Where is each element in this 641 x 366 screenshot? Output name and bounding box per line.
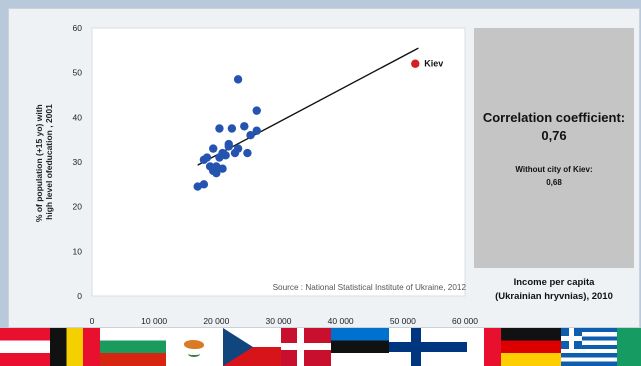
- region-point: [252, 106, 261, 115]
- region-point: [215, 124, 224, 133]
- olive-branch-shape: [188, 351, 200, 357]
- x-tick-label: 30 000: [266, 316, 292, 326]
- x-tick-label: 0: [90, 316, 95, 326]
- bulgaria-flag: [100, 328, 166, 366]
- y-axis-ticks: 0 10 20 30 40 50 60: [73, 23, 83, 301]
- data-points: [193, 75, 261, 191]
- correlation-panel: Correlation coefficient: 0,76 Without ci…: [474, 28, 634, 268]
- region-point: [240, 122, 249, 131]
- kiev-excluded-value: 0,68: [546, 178, 562, 187]
- ireland-flag: [617, 328, 641, 366]
- region-point: [212, 168, 221, 178]
- czech-triangle: [223, 328, 253, 366]
- x-tick-label: 60 000: [452, 316, 478, 326]
- denmark-cross-horizontal: [281, 343, 331, 350]
- x-tick-label: 10 000: [141, 316, 167, 326]
- y-tick-label: 40: [73, 112, 83, 122]
- greece-canton: [561, 328, 582, 349]
- trend-line-layer: [197, 47, 419, 166]
- x-tick-label: 40 000: [328, 316, 354, 326]
- y-tick-label: 50: [73, 68, 83, 78]
- kiev-label: Kiev: [424, 59, 443, 69]
- cyprus-map-shape: [184, 340, 204, 349]
- x-axis-caption: Income per capita (Ukrainian hryvnias), …: [474, 276, 634, 304]
- correlation-title: Correlation coefficient:: [482, 110, 626, 125]
- germany-flag: [501, 328, 561, 366]
- region-point: [246, 131, 255, 140]
- eu-flags-strip: [0, 328, 641, 366]
- region-point: [243, 148, 252, 158]
- austria-flag: [0, 328, 50, 366]
- correlation-value: 0,76: [541, 128, 567, 143]
- region-point: [252, 126, 261, 135]
- x-axis-caption-line2: (Ukrainian hryvnias), 2010: [495, 291, 613, 302]
- estonia-flag: [331, 328, 389, 366]
- cyprus-flag: [166, 328, 223, 366]
- belgium-flag: [50, 328, 100, 366]
- region-point: [224, 139, 233, 149]
- chart-source-note: Source : National Statistical Institute …: [273, 283, 467, 292]
- greece-flag: [561, 328, 617, 366]
- x-tick-label: 50 000: [390, 316, 416, 326]
- region-point: [209, 144, 218, 153]
- region-point: [233, 144, 243, 153]
- y-tick-label: 60: [73, 23, 83, 33]
- kiev-excluded-label: Without city of Kiev:: [515, 165, 593, 174]
- y-tick-label: 0: [77, 291, 82, 301]
- trend-line: [197, 47, 419, 166]
- finland-cross-horizontal: [389, 342, 467, 352]
- finland-flag: [389, 328, 467, 366]
- region-point: [233, 75, 243, 84]
- region-point: [221, 151, 230, 160]
- czech-republic-flag: [223, 328, 281, 366]
- x-tick-label: 20 000: [203, 316, 229, 326]
- y-tick-label: 30: [73, 157, 83, 167]
- denmark-flag: [281, 328, 331, 366]
- kiev-highlight: Kiev: [411, 59, 443, 69]
- region-point: [199, 180, 209, 189]
- greece-cross-horizontal: [561, 336, 582, 341]
- plot-area: [91, 27, 466, 297]
- france-flag: [467, 328, 501, 366]
- plot-background: [91, 27, 466, 297]
- region-point: [227, 124, 237, 133]
- kiev-point: [411, 59, 420, 68]
- x-axis-caption-line1: Income per capita: [513, 277, 595, 288]
- y-tick-label: 10: [73, 246, 83, 256]
- x-axis-ticks: 0 10 000 20 000 30 000 40 000 50 000 60 000: [90, 316, 479, 326]
- region-point: [202, 153, 212, 162]
- y-tick-label: 20: [73, 202, 83, 212]
- y-axis-title: % of population (+15 yo) with high level…: [34, 102, 54, 222]
- region-point: [218, 164, 227, 173]
